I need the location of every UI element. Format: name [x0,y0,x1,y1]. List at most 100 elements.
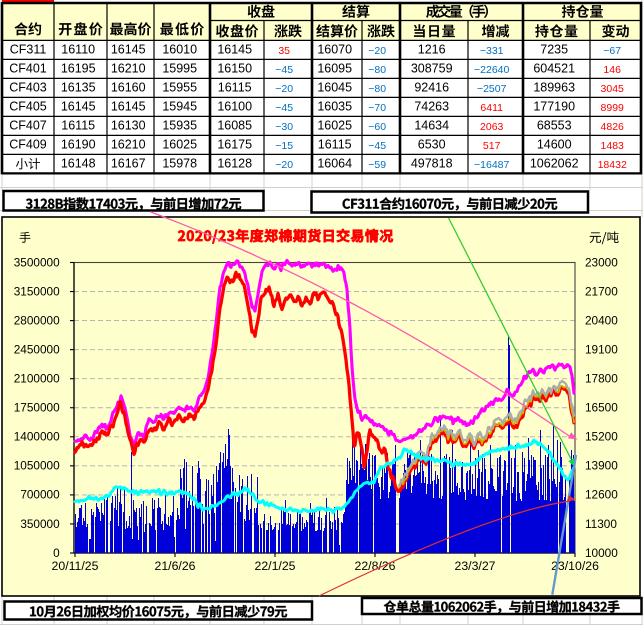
svg-text:16095: 16095 [317,62,352,76]
svg-text:35: 35 [278,45,290,57]
svg-text:15995: 15995 [162,62,197,76]
svg-text:15955: 15955 [162,81,197,95]
svg-text:604521: 604521 [533,62,575,76]
svg-text:21/6/26: 21/6/26 [154,559,195,573]
svg-text:8999: 8999 [601,102,625,114]
svg-text:16135: 16135 [61,81,96,95]
svg-text:−70: −70 [368,102,386,114]
svg-text:CF407: CF407 [9,119,47,133]
svg-text:16035: 16035 [317,100,352,114]
svg-text:16145: 16145 [217,43,252,57]
svg-text:−22640: −22640 [474,64,509,76]
svg-text:16500: 16500 [585,401,618,415]
svg-text:−80: −80 [368,64,386,76]
svg-text:16110: 16110 [61,43,95,57]
svg-text:−15: −15 [275,140,293,152]
svg-text:16115: 16115 [61,119,95,133]
svg-text:14634: 14634 [414,119,449,133]
svg-text:16145: 16145 [111,43,146,57]
svg-text:16115: 16115 [318,138,352,152]
svg-text:16070: 16070 [317,43,352,57]
svg-text:1216: 1216 [418,43,446,57]
svg-text:15200: 15200 [585,430,618,444]
svg-text:16045: 16045 [317,81,352,95]
svg-text:6530: 6530 [418,138,446,152]
svg-text:16160: 16160 [111,81,146,95]
svg-text:18432: 18432 [598,159,627,171]
svg-text:13900: 13900 [585,459,618,473]
svg-text:−80: −80 [368,83,386,95]
svg-text:20/11/25: 20/11/25 [52,559,99,573]
svg-text:−2507: −2507 [477,83,507,95]
svg-text:−331: −331 [480,45,504,57]
svg-text:92416: 92416 [414,81,449,95]
svg-text:15935: 15935 [162,119,197,133]
svg-text:16085: 16085 [217,119,252,133]
svg-text:16210: 16210 [111,62,146,76]
svg-text:15945: 15945 [162,100,197,114]
svg-text:16115: 16115 [218,81,252,95]
svg-text:3150000: 3150000 [14,284,60,298]
svg-text:16148: 16148 [61,157,96,171]
svg-text:22/1/25: 22/1/25 [254,559,295,573]
svg-text:−20: −20 [275,83,293,95]
svg-text:497818: 497818 [411,157,453,171]
svg-text:23/3/27: 23/3/27 [454,559,495,573]
svg-text:CF403: CF403 [9,81,47,95]
svg-text:CF311: CF311 [10,43,47,57]
svg-text:−45: −45 [368,140,386,152]
svg-text:−45: −45 [275,64,293,76]
svg-text:177190: 177190 [533,100,575,114]
svg-text:3500000: 3500000 [14,255,60,269]
svg-text:74263: 74263 [414,100,449,114]
svg-text:−16487: −16487 [474,159,509,171]
svg-text:3045: 3045 [601,83,625,95]
svg-text:11300: 11300 [585,517,617,531]
svg-text:−30: −30 [275,121,293,133]
svg-text:16145: 16145 [61,100,96,114]
svg-text:23000: 23000 [585,255,618,269]
svg-text:16167: 16167 [111,157,146,171]
svg-text:1483: 1483 [601,140,625,152]
svg-text:700000: 700000 [20,488,60,502]
svg-text:16025: 16025 [317,119,352,133]
svg-text:14600: 14600 [537,138,572,152]
svg-text:22/8/26: 22/8/26 [354,559,395,573]
svg-text:23/10/26: 23/10/26 [551,559,599,573]
svg-text:0: 0 [53,546,60,560]
svg-text:15978: 15978 [162,157,197,171]
svg-text:16210: 16210 [111,138,146,152]
svg-text:16128: 16128 [217,157,252,171]
svg-text:16145: 16145 [111,100,146,114]
svg-text:146: 146 [603,64,621,76]
svg-text:−20: −20 [275,159,293,171]
svg-text:−45: −45 [275,102,293,114]
svg-text:16175: 16175 [217,138,252,152]
svg-text:189963: 189963 [533,81,575,95]
svg-text:1750000: 1750000 [14,401,60,415]
svg-text:16064: 16064 [317,157,352,171]
svg-text:16010: 16010 [162,43,197,57]
svg-text:2100000: 2100000 [14,372,60,386]
svg-text:10000: 10000 [585,546,618,560]
svg-text:16150: 16150 [217,62,252,76]
svg-text:7235: 7235 [540,43,568,57]
svg-text:1400000: 1400000 [14,430,60,444]
svg-text:CF401: CF401 [9,62,47,76]
svg-text:6411: 6411 [480,102,503,114]
svg-text:19100: 19100 [585,342,618,356]
svg-text:2063: 2063 [480,121,504,133]
svg-text:350000: 350000 [20,517,60,531]
svg-text:1050000: 1050000 [14,459,60,473]
svg-text:517: 517 [483,140,501,152]
svg-text:2800000: 2800000 [14,313,60,327]
svg-text:20400: 20400 [585,313,618,327]
svg-text:308759: 308759 [411,62,453,76]
svg-text:16100: 16100 [217,100,252,114]
svg-text:CF409: CF409 [9,138,47,152]
svg-text:−59: −59 [368,159,386,171]
svg-text:68553: 68553 [537,119,572,133]
svg-text:16025: 16025 [162,138,197,152]
svg-text:1062062: 1062062 [530,157,579,171]
svg-text:21700: 21700 [585,284,618,298]
